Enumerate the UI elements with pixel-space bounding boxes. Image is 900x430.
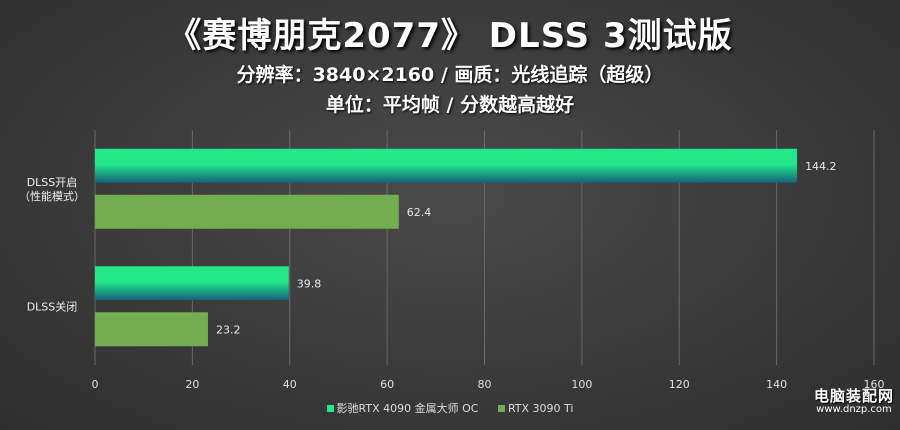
x-tick-label-80: 80 <box>478 378 492 391</box>
x-tick-label-140: 140 <box>766 378 787 391</box>
watermark-logo: 电脑装配网 www.dnzp.com <box>813 387 894 415</box>
x-tick-label-160: 160 <box>864 378 885 391</box>
watermark-url: www.dnzp.com <box>816 403 892 415</box>
data-label-series-1-cat-2: 39.8 <box>297 277 322 290</box>
legend-label-series-2: RTX 3090 Ti <box>507 402 574 415</box>
category-label-2: DLSS关闭 <box>27 299 78 313</box>
bar-series-1-cat-2 <box>95 266 289 301</box>
bar-series-2-cat-1 <box>95 194 399 229</box>
legend-item-series-1: 影驰RTX 4090 金属大师 OC <box>326 400 479 416</box>
x-tick-label-60: 60 <box>380 378 394 391</box>
chart-subtitle-resolution: 分辨率：3840×2160 / 画质：光线追踪（超级） <box>236 64 664 86</box>
bar-series-1-cat-1 <box>95 148 798 183</box>
category-label-1: DLSS开启（性能模式） <box>19 176 85 203</box>
watermark-site-name: 电脑装配网 <box>813 387 894 405</box>
legend-swatch-series-1 <box>326 405 334 412</box>
x-tick-label-100: 100 <box>571 378 592 391</box>
chart-legend: 影驰RTX 4090 金属大师 OC RTX 3090 Ti <box>0 400 900 416</box>
bar-series-2-cat-2 <box>95 312 208 347</box>
data-label-series-2-cat-1: 62.4 <box>407 206 432 219</box>
chart-subtitle-unit: 单位：平均帧 / 分数越高越好 <box>325 94 575 116</box>
data-label-series-1-cat-1: 144.2 <box>805 160 837 173</box>
legend-item-series-2: RTX 3090 Ti <box>497 402 574 415</box>
x-tick-label-20: 20 <box>185 378 199 391</box>
data-label-series-2-cat-2: 23.2 <box>216 323 241 336</box>
chart-title: 《赛博朋克2077》 DLSS 3测试版 <box>167 16 733 56</box>
x-tick-label-0: 0 <box>92 378 99 391</box>
legend-label-series-1: 影驰RTX 4090 金属大师 OC <box>336 402 479 415</box>
x-tick-label-120: 120 <box>669 378 690 391</box>
legend-swatch-series-2 <box>497 405 505 412</box>
x-tick-label-40: 40 <box>283 378 297 391</box>
